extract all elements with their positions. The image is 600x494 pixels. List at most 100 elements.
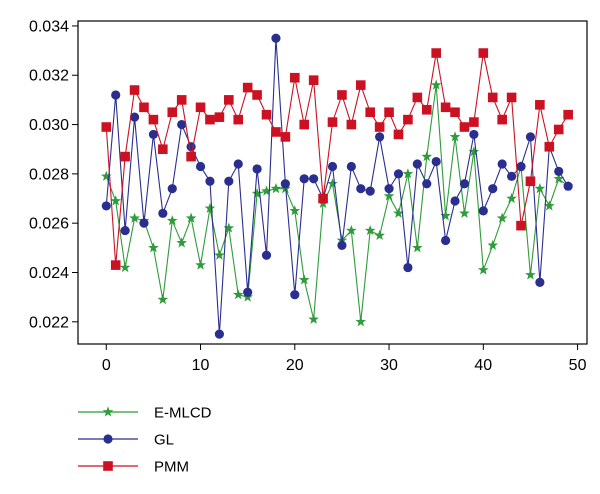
y-tick-label: 0.024 <box>29 265 69 282</box>
legend-item: GL <box>78 432 174 449</box>
data-point <box>110 195 122 206</box>
data-point <box>224 176 234 186</box>
data-point <box>563 109 573 120</box>
data-point <box>158 208 168 218</box>
data-point <box>441 235 451 246</box>
data-point <box>110 260 121 270</box>
data-point <box>327 161 338 172</box>
data-point <box>100 170 112 181</box>
data-point <box>355 316 367 327</box>
data-point <box>440 210 451 221</box>
data-point <box>374 229 385 241</box>
data-point <box>375 132 385 142</box>
data-point <box>506 192 517 204</box>
data-point <box>477 264 489 275</box>
data-point <box>449 131 461 142</box>
data-point <box>299 119 310 130</box>
data-point <box>204 202 216 213</box>
data-point <box>148 129 159 140</box>
data-point <box>535 277 545 287</box>
data-point <box>478 48 489 58</box>
data-point <box>120 225 130 236</box>
data-point <box>422 179 432 189</box>
data-point <box>365 107 376 118</box>
x-tick-label: 40 <box>474 357 492 374</box>
x-tick-label: 20 <box>286 357 304 374</box>
y-tick-label: 0.032 <box>29 68 69 85</box>
y-tick-label: 0.034 <box>29 18 69 35</box>
data-point <box>469 117 479 127</box>
data-point <box>468 146 480 157</box>
data-point <box>543 200 555 211</box>
x-tick-label: 0 <box>102 357 111 374</box>
legend-label: E-MLCD <box>154 405 212 422</box>
data-point <box>186 142 196 152</box>
data-point <box>337 240 347 250</box>
data-point <box>478 206 488 216</box>
data-point <box>139 102 149 113</box>
plot-frame <box>77 20 588 345</box>
y-tick-label: 0.026 <box>29 216 69 233</box>
data-point <box>327 178 338 189</box>
data-point <box>421 151 433 162</box>
data-point <box>525 132 536 142</box>
data-point <box>280 179 290 189</box>
data-point <box>177 119 187 130</box>
data-point <box>516 220 526 231</box>
data-point <box>223 222 235 233</box>
data-point <box>205 176 215 186</box>
data-point <box>318 193 328 204</box>
data-point <box>431 156 441 167</box>
data-point <box>148 114 159 125</box>
data-point <box>252 164 262 174</box>
data-point <box>289 72 300 83</box>
data-point <box>224 95 234 105</box>
data-point <box>158 144 168 155</box>
data-point <box>166 215 178 226</box>
legend-item: E-MLCD <box>78 405 212 422</box>
data-point <box>280 132 291 142</box>
data-point <box>384 107 394 118</box>
data-point <box>157 294 169 305</box>
legend-marker <box>102 406 114 417</box>
data-point <box>298 274 310 285</box>
data-point <box>487 92 498 103</box>
data-point <box>488 184 498 194</box>
data-point <box>337 90 347 100</box>
data-point <box>111 90 121 100</box>
data-point <box>393 169 404 179</box>
data-point <box>129 85 140 95</box>
data-point <box>346 119 357 130</box>
data-point <box>346 224 357 236</box>
data-point <box>120 151 130 162</box>
y-tick-label: 0.022 <box>29 314 69 331</box>
data-point <box>243 287 253 297</box>
data-point <box>148 242 159 253</box>
data-point <box>553 173 565 184</box>
x-tick-label: 30 <box>380 357 398 374</box>
data-point <box>487 239 499 250</box>
data-point <box>271 33 281 43</box>
series-line <box>105 52 569 266</box>
x-tick-label: 10 <box>192 357 210 374</box>
data-point <box>497 159 507 169</box>
data-point <box>290 290 300 300</box>
data-point <box>176 95 187 105</box>
data-point <box>431 48 441 58</box>
data-point <box>506 92 517 103</box>
data-point <box>289 205 301 216</box>
data-point <box>525 176 536 187</box>
data-point <box>186 151 196 162</box>
data-point <box>261 109 272 120</box>
data-point <box>497 114 507 125</box>
data-point <box>412 242 423 253</box>
legend-label: PMM <box>154 459 189 476</box>
data-point <box>129 112 140 122</box>
data-point <box>544 141 555 152</box>
series-gl <box>101 33 573 339</box>
data-point <box>252 90 262 100</box>
data-point <box>167 107 178 118</box>
data-point <box>516 161 526 172</box>
legend-item: PMM <box>78 459 189 476</box>
data-point <box>440 102 451 113</box>
